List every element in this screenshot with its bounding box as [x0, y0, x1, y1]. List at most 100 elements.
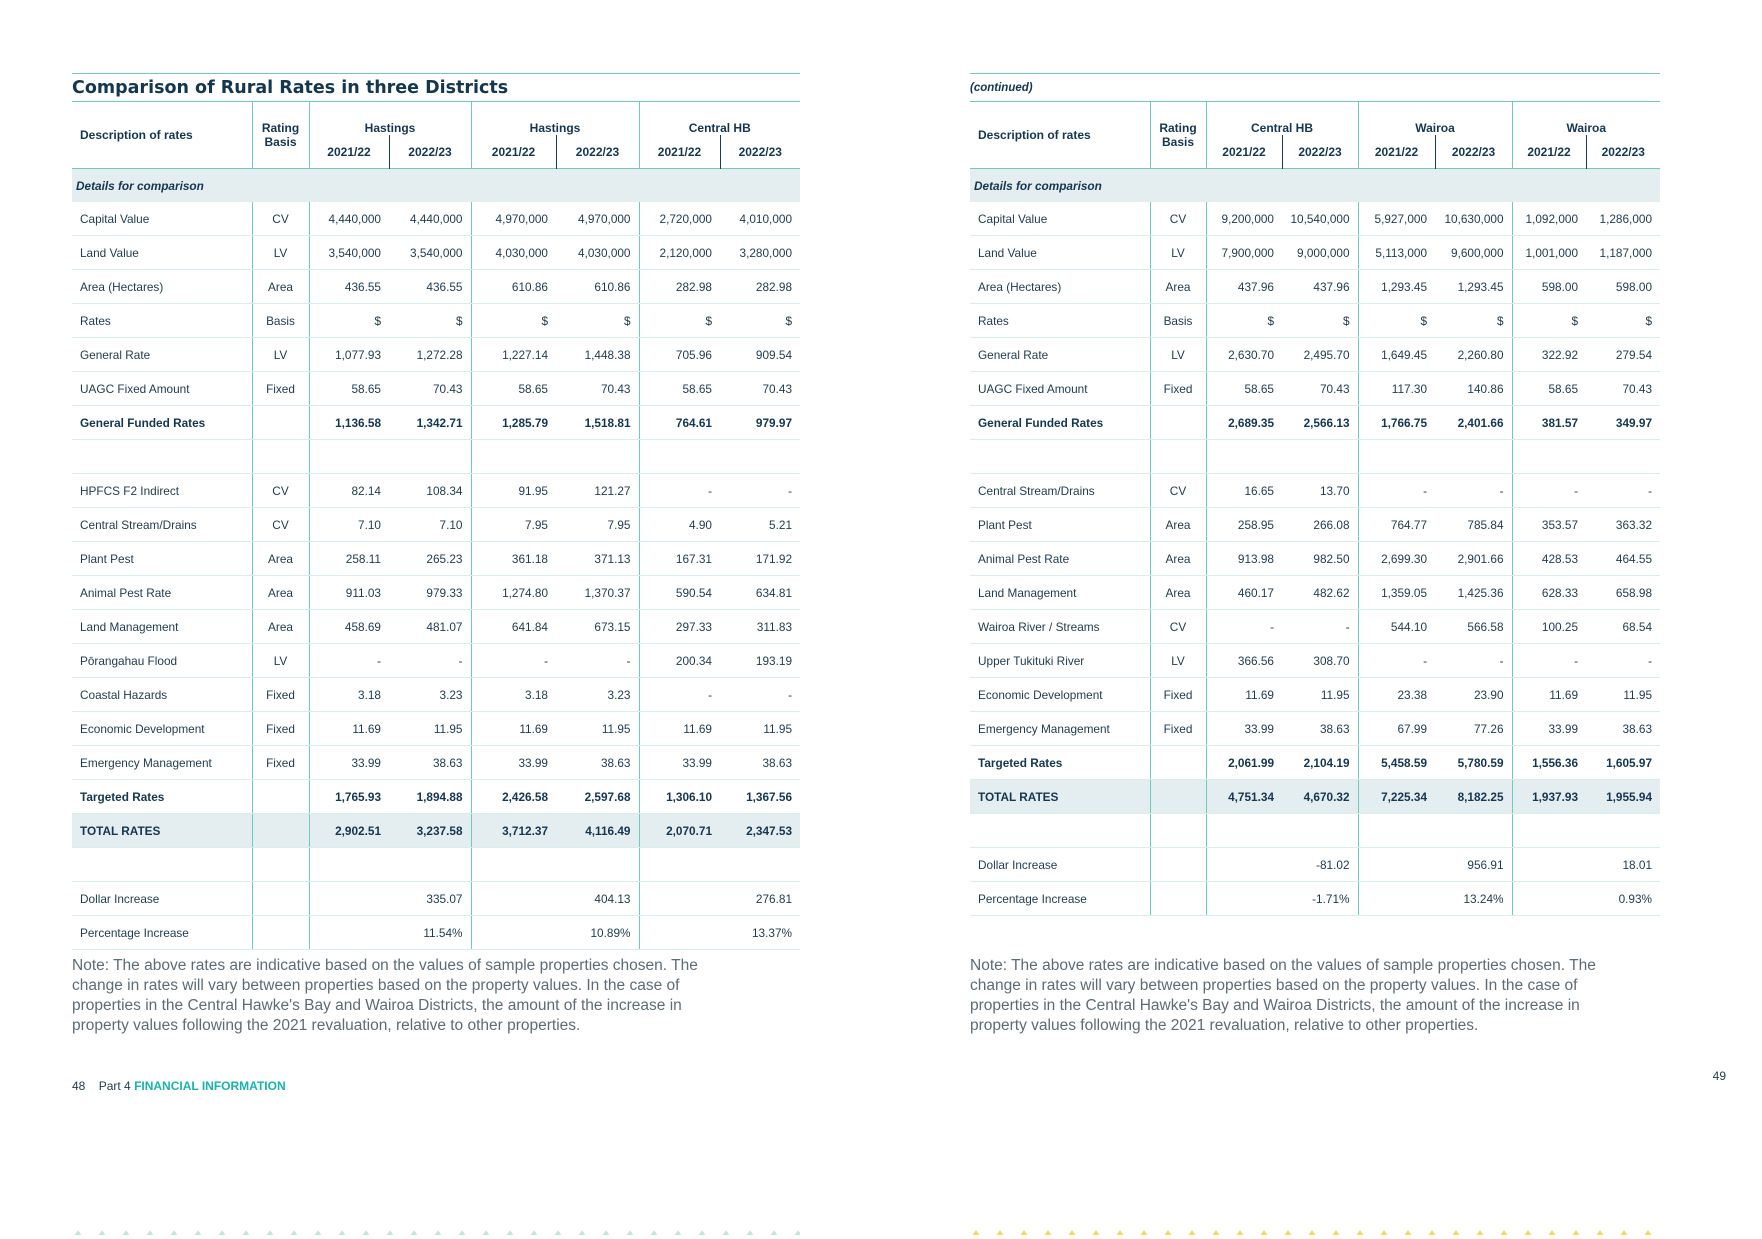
row-rating-basis: Fixed [252, 745, 310, 780]
row-value: 11.95 [720, 711, 801, 746]
row-value [556, 847, 640, 882]
row-value: 4,010,000 [720, 202, 801, 236]
row-value: 482.62 [1282, 575, 1359, 610]
triangle-ornament [240, 1230, 252, 1235]
triangle-ornament [384, 1230, 396, 1235]
row-label: Percentage Increase [970, 881, 1151, 916]
row-rating-basis [252, 847, 310, 882]
row-value: 11.95 [1282, 677, 1359, 712]
row-rating-basis [252, 405, 310, 440]
row-value: - [1512, 473, 1587, 508]
row-value [471, 915, 556, 950]
row-value: 979.97 [720, 405, 801, 440]
row-value: 2,689.35 [1206, 405, 1282, 440]
row-rating-basis: Fixed [1150, 711, 1207, 746]
row-value: 38.63 [1282, 711, 1359, 746]
triangle-ornament [576, 1230, 588, 1235]
triangle-ornament [1210, 1230, 1222, 1235]
row-value [1282, 813, 1359, 848]
row-value: 1,306.10 [639, 779, 720, 814]
row-value: 7,900,000 [1206, 235, 1282, 270]
row-label: Area (Hectares) [970, 269, 1151, 304]
row-value: 3,712.37 [471, 813, 556, 848]
triangle-ornament [1402, 1230, 1414, 1235]
triangle-ornament [1114, 1230, 1126, 1235]
row-value: 658.98 [1586, 575, 1661, 610]
row-rating-basis: CV [252, 507, 310, 542]
row-rating-basis: Area [1150, 269, 1207, 304]
row-value: $ [309, 303, 389, 338]
row-value: 3,237.58 [389, 813, 472, 848]
row-value [1358, 439, 1436, 474]
header-description: Description of rates [72, 101, 253, 169]
table-title-block: (continued) Description of rates Rating B… [970, 73, 1661, 916]
row-rating-basis: CV [252, 473, 310, 508]
row-value: 70.43 [1282, 371, 1359, 406]
row-value: $ [1586, 303, 1661, 338]
row-value: 10,630,000 [1435, 202, 1513, 236]
row-value [1512, 813, 1587, 848]
row-label: Economic Development [970, 677, 1151, 712]
row-rating-basis: CV [1150, 473, 1207, 508]
decorative-triangle-border [970, 1226, 1660, 1235]
triangle-ornament [120, 1230, 132, 1235]
row-rating-basis [252, 439, 310, 474]
triangle-ornament [528, 1230, 540, 1235]
row-value: 2,260.80 [1435, 337, 1513, 372]
triangle-ornament [144, 1230, 156, 1235]
table-row-dollar-increase: Dollar Increase -81.02 956.91 18.01 [970, 847, 1661, 882]
row-value: 349.97 [1586, 405, 1661, 440]
row-value: 1,370.37 [556, 575, 640, 610]
table-row-total-rates: TOTAL RATES 2,902.51 3,237.58 3,712.37 4,116… [72, 813, 801, 848]
row-rating-basis: Area [1150, 575, 1207, 610]
row-value: 9,200,000 [1206, 202, 1282, 236]
row-value: 4,970,000 [471, 202, 556, 236]
row-rating-basis: CV [252, 202, 310, 236]
table-row-capital-value: Capital Value CV 4,440,000 4,440,000 4,970,0… [72, 202, 801, 236]
row-value: $ [1435, 303, 1513, 338]
row-rating-basis [252, 915, 310, 950]
table-row-land-value: Land Value LV 7,900,000 9,000,000 5,113,000 9… [970, 235, 1661, 270]
rates-table: Description of rates Rating Basis Hasting… [72, 101, 801, 950]
row-value: 913.98 [1206, 541, 1282, 576]
row-value [1358, 881, 1436, 916]
row-value: $ [1512, 303, 1587, 338]
table-row-capital-value: Capital Value CV 9,200,000 10,540,000 5,927,… [970, 202, 1661, 236]
row-value: $ [471, 303, 556, 338]
row-value: 2,566.13 [1282, 405, 1359, 440]
table-row-general-rate: General Rate LV 2,630.70 2,495.70 1,649.45 2,… [970, 337, 1661, 372]
row-value: - [1358, 643, 1436, 678]
header-basis-line1: Rating [1159, 121, 1197, 135]
row-value: 1,518.81 [556, 405, 640, 440]
row-rating-basis: LV [252, 337, 310, 372]
row-value: 2,426.58 [471, 779, 556, 814]
row-value: 38.63 [389, 745, 472, 780]
header-group: Central HB [1206, 101, 1359, 135]
header-year: 2022/23 [556, 135, 640, 169]
row-value [1206, 847, 1282, 882]
row-value [1206, 813, 1282, 848]
row-value: 276.81 [720, 881, 801, 916]
row-value: 458.69 [309, 609, 389, 644]
row-value: 1,272.28 [389, 337, 472, 372]
table-row-land-management: Land Management Area 460.17 482.62 1,359.05 1… [970, 575, 1661, 610]
row-value: 2,061.99 [1206, 745, 1282, 780]
row-value [639, 881, 720, 916]
row-value: 2,104.19 [1282, 745, 1359, 780]
row-value: - [1512, 643, 1587, 678]
table-row-upper-tukituki-river: Upper Tukituki River LV 366.56 308.70- - - - [970, 643, 1661, 678]
table-row-economic-development: Economic Development Fixed 11.69 11.95 23.38… [970, 677, 1661, 712]
row-value: 1,605.97 [1586, 745, 1661, 780]
row-value: 91.95 [471, 473, 556, 508]
row-value: 634.81 [720, 575, 801, 610]
triangle-ornament [1138, 1230, 1150, 1235]
header-group: Wairoa [1358, 101, 1513, 135]
table-row-emergency-management: Emergency Management Fixed 33.99 38.63 33.99… [72, 745, 801, 780]
row-value: 1,448.38 [556, 337, 640, 372]
row-value: - [1435, 643, 1513, 678]
row-rating-basis: Area [252, 541, 310, 576]
row-rating-basis: Fixed [252, 677, 310, 712]
row-value: 5,113,000 [1358, 235, 1436, 270]
triangle-ornament [1234, 1230, 1246, 1235]
row-rating-basis [1150, 779, 1207, 814]
